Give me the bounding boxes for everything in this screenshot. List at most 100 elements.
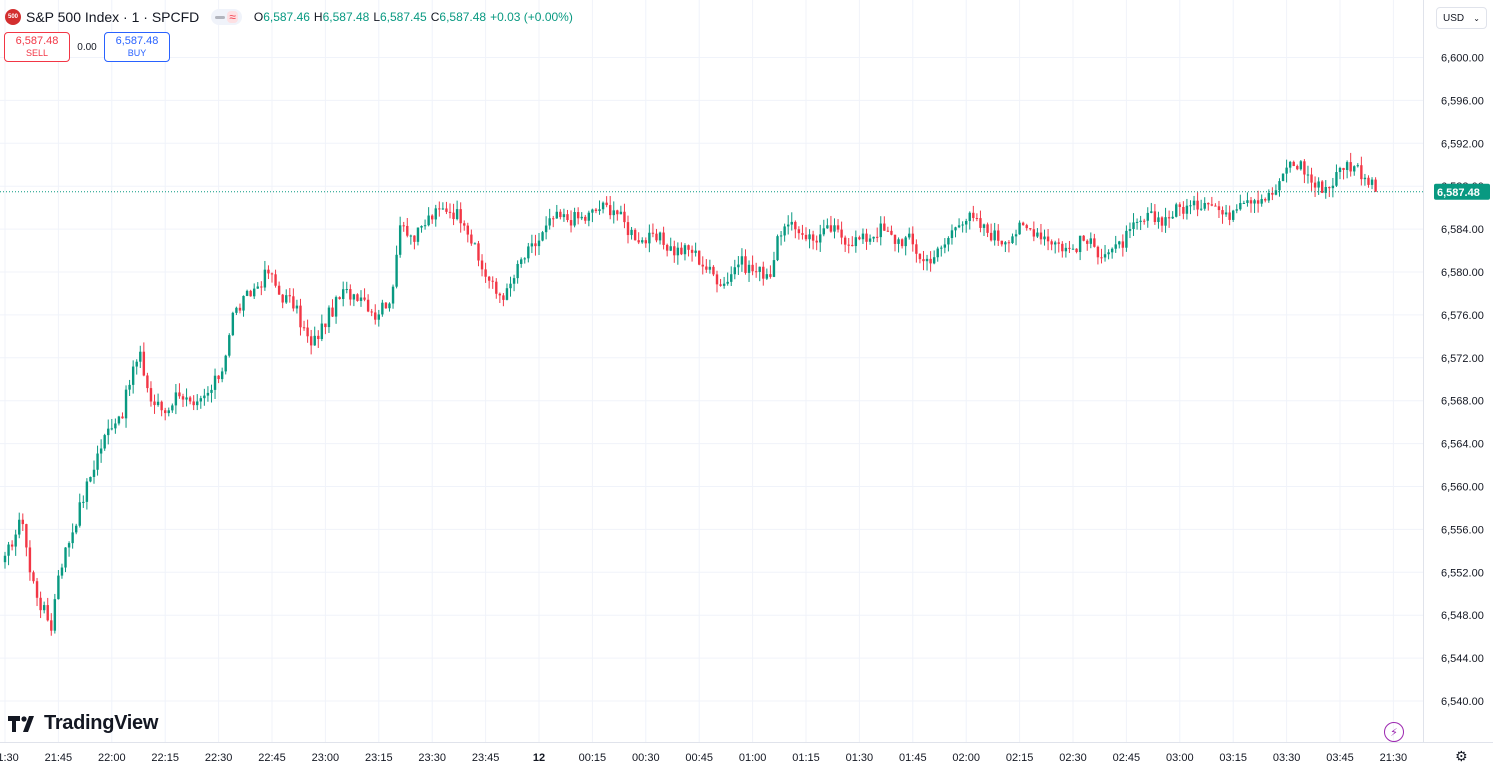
- price-tick-label: 6,552.00: [1441, 567, 1484, 579]
- data-status-pill[interactable]: ≈: [211, 9, 242, 25]
- buy-price: 6,587.48: [115, 35, 159, 47]
- candle-body: [192, 401, 195, 406]
- delayed-data-icon: ≈: [227, 10, 238, 24]
- candle-body: [220, 371, 224, 380]
- candle-body: [997, 230, 1000, 241]
- candle-body: [658, 232, 662, 241]
- candle-body: [843, 237, 847, 245]
- candle-body: [377, 314, 380, 320]
- symbol-logo-icon[interactable]: 500: [5, 9, 21, 25]
- candle-body: [527, 246, 530, 259]
- candle-body: [605, 202, 608, 206]
- candle-body: [60, 567, 64, 576]
- candle-body: [1078, 235, 1082, 253]
- candle-body: [324, 323, 327, 328]
- candle-body: [1221, 210, 1224, 215]
- candle-body: [836, 225, 840, 230]
- candle-body: [167, 410, 170, 414]
- time-tick-label: 03:45: [1326, 752, 1354, 764]
- candle-body: [580, 216, 583, 219]
- sell-button[interactable]: 6,587.48 SELL: [4, 32, 70, 62]
- candle-body: [18, 519, 21, 535]
- candle-body: [370, 311, 373, 313]
- candle-body: [730, 274, 733, 282]
- candle-body: [1328, 187, 1331, 189]
- candle-body: [14, 534, 17, 547]
- last-price-label: 6,587.48: [1437, 187, 1480, 199]
- candle-body: [537, 240, 541, 247]
- time-tick-label: 21:30: [1380, 752, 1408, 764]
- candle-body: [1246, 200, 1249, 203]
- candle-body: [313, 335, 316, 346]
- candle-body: [911, 233, 914, 245]
- candle-body: [587, 212, 591, 221]
- currency-select[interactable]: USD ⌄: [1436, 7, 1487, 29]
- candle-body: [121, 416, 124, 419]
- candle-body: [925, 258, 929, 262]
- low-value: 6,587.45: [380, 10, 427, 24]
- candle-body: [1000, 240, 1003, 245]
- candle-body: [591, 209, 594, 213]
- candle-body: [715, 274, 719, 285]
- candle-body: [890, 230, 893, 235]
- candle-body: [1331, 185, 1335, 189]
- candle-body: [719, 284, 722, 286]
- candle-body: [929, 258, 932, 264]
- candle-body: [840, 229, 843, 238]
- candle-body: [431, 215, 434, 220]
- gear-icon[interactable]: ⚙: [1455, 748, 1468, 764]
- candle-body: [744, 256, 747, 273]
- candle-body: [1274, 190, 1278, 195]
- time-tick-label: 02:30: [1059, 752, 1087, 764]
- sell-label: SELL: [25, 48, 49, 58]
- candle-body: [1313, 182, 1317, 188]
- candle-body: [1342, 167, 1345, 170]
- candle-body: [35, 581, 39, 598]
- candle-body: [409, 235, 413, 237]
- candle-body: [886, 230, 890, 232]
- candle-body: [238, 307, 242, 311]
- candle-body: [50, 620, 53, 631]
- candle-body: [391, 286, 395, 304]
- time-tick-label: 02:00: [952, 752, 980, 764]
- chart-plot-area[interactable]: [0, 0, 1423, 742]
- candle-body: [1235, 209, 1238, 211]
- candle-body: [904, 237, 907, 247]
- candle-body: [932, 257, 936, 264]
- candle-body: [1356, 165, 1359, 167]
- candle-body: [1232, 210, 1235, 220]
- candle-body: [1103, 254, 1107, 258]
- tradingview-logo[interactable]: TradingView: [8, 712, 158, 735]
- candle-body: [42, 605, 46, 611]
- dash-icon: [215, 15, 226, 19]
- candle-body: [641, 240, 644, 243]
- candle-body: [1146, 212, 1149, 221]
- candle-body: [217, 375, 220, 380]
- symbol-title[interactable]: S&P 500 Index · 1 · SPCFD: [26, 9, 200, 25]
- price-axis[interactable]: 6,540.00 6,544.00 6,548.00 6,552.00 6,556.00…: [1423, 0, 1493, 742]
- candle-body: [1264, 198, 1267, 201]
- candle-body: [665, 244, 669, 251]
- candle-body: [1004, 242, 1007, 245]
- candle-body: [819, 234, 822, 243]
- candle-body: [89, 476, 92, 482]
- time-axis[interactable]: 21:30 21:45 22:00 22:15 22:30 22:45 23:00 23:15…: [0, 742, 1493, 771]
- candle-body: [1114, 244, 1117, 249]
- candle-body: [1285, 167, 1288, 174]
- candle-body: [253, 288, 256, 297]
- candle-body: [1071, 248, 1075, 250]
- candle-body: [455, 209, 459, 220]
- candle-body: [872, 236, 875, 239]
- candle-body: [466, 225, 469, 235]
- candle-body: [153, 401, 156, 406]
- buy-button[interactable]: 6,587.48 BUY: [104, 32, 170, 62]
- lightning-icon[interactable]: ⚡: [1384, 722, 1404, 742]
- candle-body: [285, 295, 288, 303]
- candle-body: [1367, 177, 1370, 185]
- candle-body: [808, 234, 811, 240]
- candle-body: [1306, 174, 1310, 176]
- candle-body: [181, 396, 185, 400]
- candle-body: [245, 290, 249, 296]
- candle-body: [149, 388, 153, 402]
- price-tick-label: 6,540.00: [1441, 696, 1484, 708]
